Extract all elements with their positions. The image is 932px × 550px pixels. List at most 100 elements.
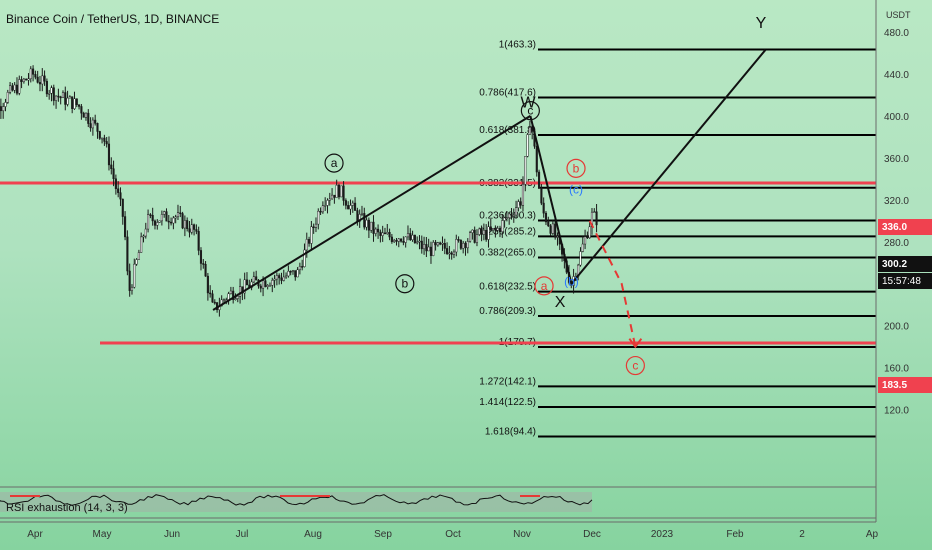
candle-body [505,217,508,219]
candle-body [87,112,90,124]
fib-label-14: 1.618(94.4) [485,426,536,437]
candle-body [340,185,343,198]
candle-body [112,168,115,179]
bar-countdown: 15:57:48 [878,273,932,289]
candle-body [96,123,99,132]
y-tick-label-4: 280.0 [884,238,909,249]
candle-body [130,286,134,291]
indicator-label: RSI exhaustion (14, 3, 3) [6,502,128,514]
candle-body [413,234,416,244]
candle-body [167,220,170,223]
wave-circle-9 [625,355,645,376]
candle-body [71,96,74,109]
wave-circle-4 [566,158,586,178]
candle-body [429,246,433,256]
candle-body [423,244,426,250]
candle-body [163,211,166,215]
candle-body [584,236,587,245]
x-tick-label-8: Dec [583,529,601,540]
candle-body [427,246,430,252]
candle-body [432,242,435,256]
candle-body [41,75,44,85]
candle-body [126,236,129,272]
candle-body [236,296,239,299]
support-resistance-levels [0,181,876,345]
wave-label-2: W [521,95,537,112]
candle-body [379,231,382,236]
x-tick-label-4: Aug [304,529,322,540]
candle-body [124,216,127,238]
candle-body [222,299,226,302]
candle-body [586,236,589,239]
candle-body [542,202,545,214]
candle-body [140,236,143,253]
candle-body [172,217,175,224]
candle-body [291,270,295,272]
candle-body [259,285,262,289]
candle-body [105,141,108,145]
candle-body [273,278,276,281]
candle-body [245,279,249,286]
candle-body [15,84,19,94]
candle-body [52,87,55,101]
candle-body [103,137,106,142]
wave-circle-3 [520,101,540,121]
chart-title: Binance Coin / TetherUS, 1D, BINANCE [6,12,220,26]
candle-body [397,238,400,242]
candle-body [48,93,51,95]
candle-body [89,123,92,129]
y-tick-label-9: 480.0 [884,28,909,39]
trend-lines [212,49,767,311]
candle-body [156,222,159,226]
candle-body [310,226,313,244]
x-tick-label-6: Oct [445,529,461,540]
candle-body [202,263,205,265]
candle-body [301,266,304,268]
fibonacci-levels: 1.414(551.0)1.272(521.3)1(463.3)0.786(41… [479,39,876,438]
fib-label-10: 0.786(209.3) [479,306,536,317]
y-tick-label-6: 360.0 [884,154,909,165]
candle-body [73,98,76,109]
candle-body [186,220,189,229]
candle-body [489,226,492,231]
candle-body [441,242,444,245]
candle-body [197,231,200,251]
candle-body [94,119,97,124]
candle-body [128,270,131,291]
candle-body [190,224,193,233]
wave-circle-0 [324,153,344,173]
fib-label-2: 1(463.3) [499,39,536,50]
candle-body [395,240,398,242]
candle-body [55,95,58,101]
candle-body [27,78,30,81]
candle-body [84,112,88,118]
candle-body [365,219,368,228]
candle-body [381,232,384,236]
candle-body [347,205,350,210]
candle-body [475,234,479,243]
candle-body [498,228,502,232]
x-tick-label-2: Jun [164,529,180,540]
candle-body [80,106,83,114]
candle-body [367,219,370,231]
candle-body [213,301,216,304]
candle-body [356,210,359,222]
candle-body [151,215,154,222]
candle-body [354,202,357,211]
candle-body [176,212,180,218]
candle-body [342,185,345,201]
candle-body [101,137,104,140]
candle-body [13,84,16,91]
candle-body [174,216,177,219]
candle-body [206,275,209,294]
candle-body [508,213,511,218]
candle-body [287,270,290,277]
candle-body [296,269,299,278]
candle-body [372,221,375,234]
candle-body [588,226,591,239]
candle-body [266,285,269,287]
wave-label-8: X [555,294,566,311]
candle-body [448,252,451,255]
